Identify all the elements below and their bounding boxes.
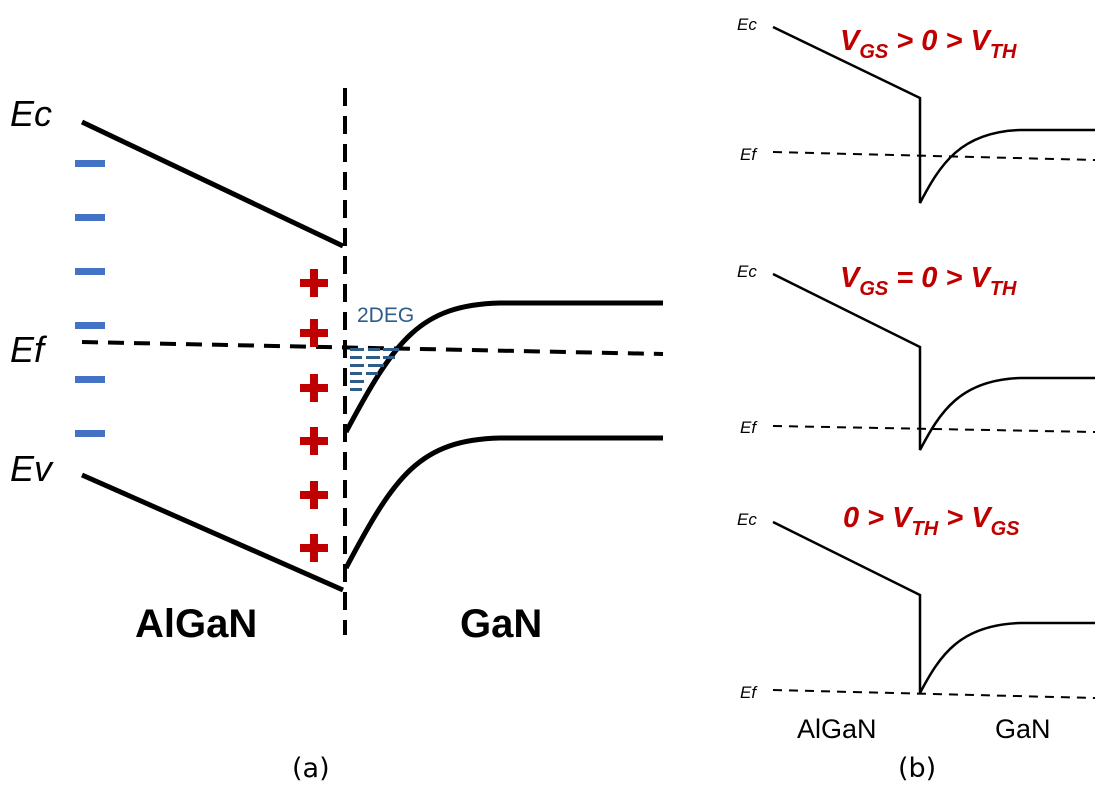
negative-charge bbox=[75, 376, 105, 383]
fermi-level-label: Ef bbox=[740, 683, 758, 702]
negative-charge bbox=[75, 430, 105, 437]
conduction-band-label: Ec bbox=[737, 15, 757, 34]
negative-charge bbox=[75, 214, 105, 221]
fermi-level-line bbox=[772, 151, 1095, 161]
negative-charges bbox=[75, 160, 105, 437]
electron-level bbox=[368, 364, 384, 367]
positive-charge bbox=[300, 374, 328, 402]
bias-condition-label: VGS = 0 > VTH bbox=[840, 262, 1017, 300]
electron-level bbox=[383, 356, 395, 359]
electron-level bbox=[383, 348, 399, 351]
electron-level bbox=[350, 388, 362, 391]
electron-level bbox=[350, 348, 364, 351]
gan-label: GaN bbox=[995, 714, 1051, 744]
conduction-band-label: Ec bbox=[737, 262, 757, 281]
electron-level bbox=[368, 348, 380, 351]
fermi-level-label: Ef bbox=[10, 329, 48, 370]
2deg-electron-levels bbox=[350, 348, 399, 391]
fermi-level-line bbox=[772, 425, 1095, 433]
positive-charges bbox=[300, 269, 328, 562]
electron-level bbox=[350, 364, 364, 367]
panel-a: Ec Ef Ev 2DEG AlGaN GaN (a) bbox=[10, 88, 664, 784]
positive-charge bbox=[300, 269, 328, 297]
conduction-band-curve bbox=[772, 272, 1095, 451]
electron-level bbox=[366, 372, 378, 375]
valence-band-label: Ev bbox=[10, 448, 54, 489]
algan-label: AlGaN bbox=[135, 602, 257, 646]
gan-valence-band bbox=[343, 435, 663, 570]
gan-conduction-band bbox=[343, 300, 663, 434]
fermi-level-label: Ef bbox=[740, 145, 758, 164]
algan-valence-band bbox=[80, 472, 345, 593]
gan-label: GaN bbox=[460, 602, 542, 646]
2deg-label: 2DEG bbox=[357, 304, 414, 327]
algan-conduction-band bbox=[80, 119, 345, 249]
positive-charge bbox=[300, 534, 328, 562]
negative-charge bbox=[75, 268, 105, 275]
fermi-level-line bbox=[772, 689, 1095, 699]
positive-charge bbox=[300, 319, 328, 347]
electron-level bbox=[366, 356, 380, 359]
positive-charge bbox=[300, 481, 328, 509]
panel-b-caption: (b) bbox=[898, 753, 936, 784]
conduction-band-label: Ec bbox=[10, 93, 52, 134]
bias-condition-label: 0 > VTH > VGS bbox=[843, 502, 1020, 540]
panel-b-diagram-2: Ec Ef VGS = 0 > VTH bbox=[737, 262, 1095, 451]
conduction-band-curve bbox=[772, 520, 1095, 694]
panel-a-caption: (a) bbox=[292, 753, 330, 784]
electron-level bbox=[350, 356, 362, 359]
panel-b: Ec Ef VGS > 0 > VTH Ec Ef VGS = 0 > VTH … bbox=[737, 15, 1095, 784]
panel-b-diagram-3: Ec Ef 0 > VTH > VGS bbox=[737, 502, 1095, 702]
negative-charge bbox=[75, 322, 105, 329]
fermi-level-label: Ef bbox=[740, 418, 758, 437]
algan-label: AlGaN bbox=[797, 714, 877, 744]
bias-condition-label: VGS > 0 > VTH bbox=[840, 25, 1017, 63]
negative-charge bbox=[75, 160, 105, 167]
conduction-band-label: Ec bbox=[737, 510, 757, 529]
positive-charge bbox=[300, 427, 328, 455]
electron-level bbox=[350, 380, 364, 383]
electron-level bbox=[350, 372, 362, 375]
panel-b-diagram-1: Ec Ef VGS > 0 > VTH bbox=[737, 15, 1095, 204]
